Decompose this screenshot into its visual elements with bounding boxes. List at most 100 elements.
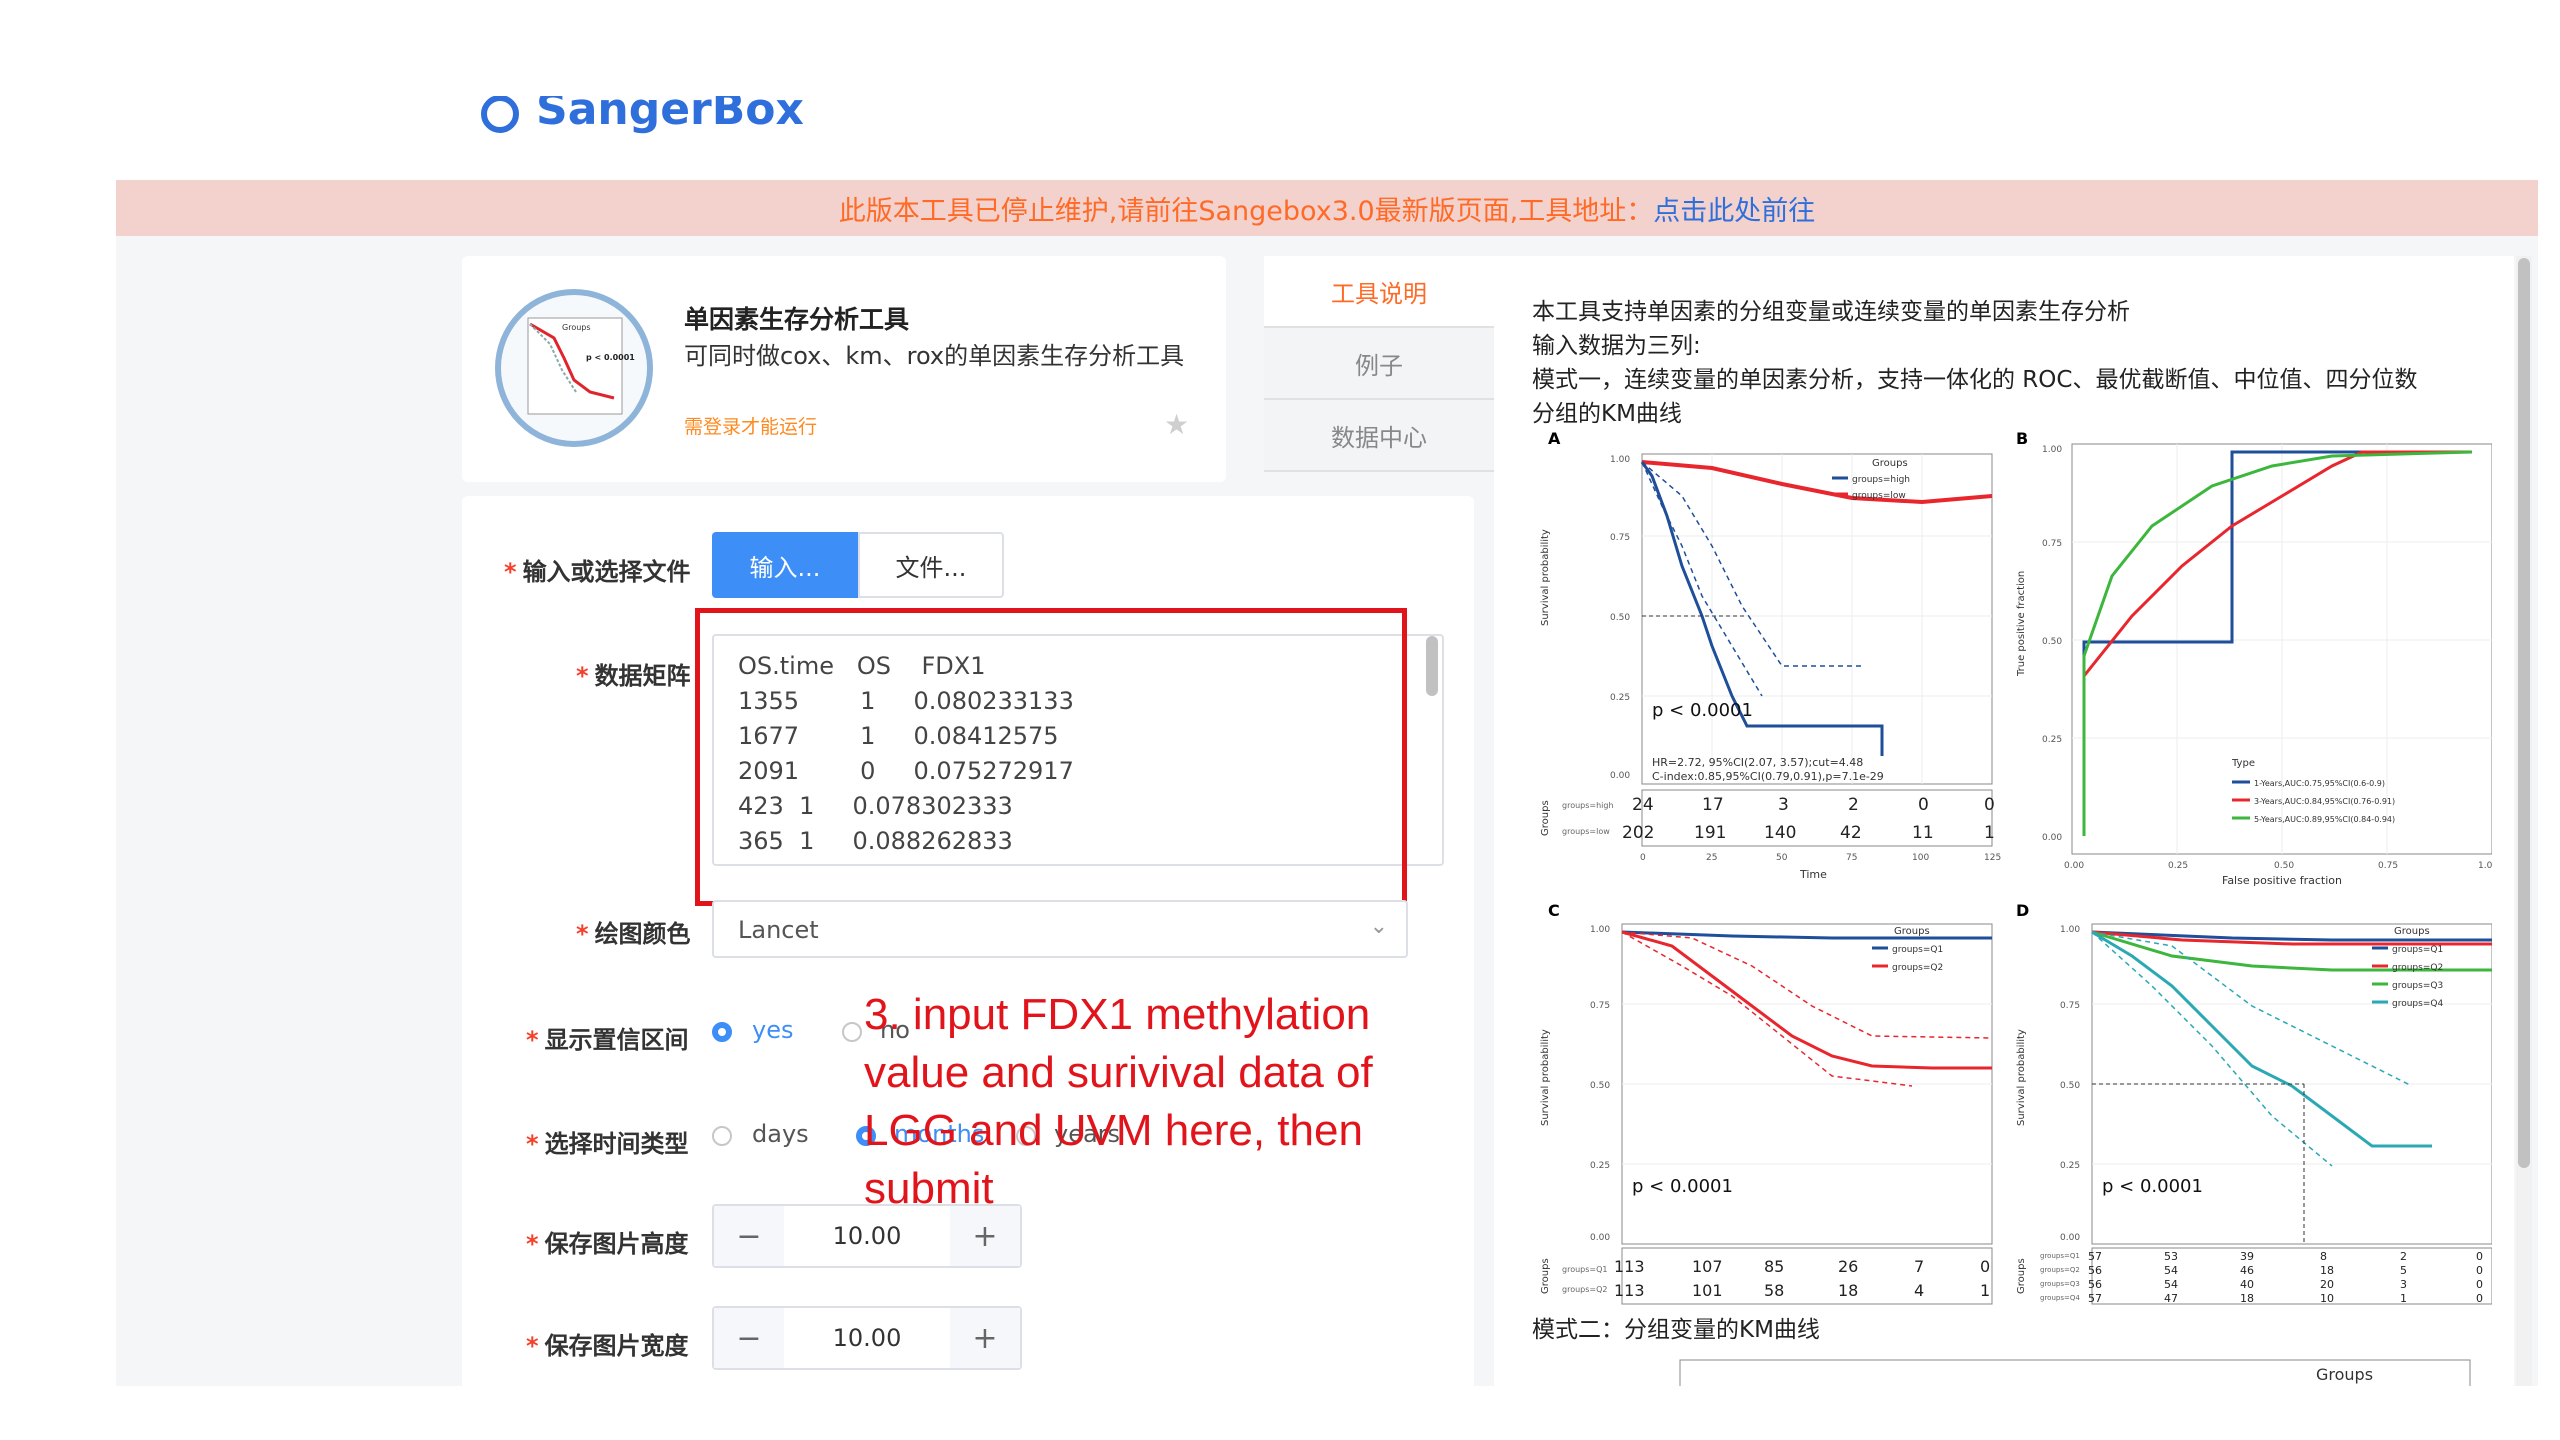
svg-text:groups=Q4: groups=Q4 — [2392, 999, 2443, 1009]
example-figure: A 1.00 0.75 0.50 0.25 0.00 p < 0.0001 HR… — [1540, 429, 2492, 1305]
description-line: 输入数据为三列: — [1532, 333, 1701, 359]
svg-text:0: 0 — [1918, 795, 1929, 815]
svg-text:0.00: 0.00 — [1590, 1233, 1610, 1243]
login-required-note[interactable]: 需登录才能运行 — [684, 416, 818, 438]
time-years-radio[interactable] — [1016, 1126, 1036, 1146]
svg-text:Groups: Groups — [2016, 1258, 2027, 1294]
plus-button[interactable]: + — [950, 1308, 1020, 1368]
minus-button[interactable]: − — [714, 1308, 784, 1368]
svg-text:3: 3 — [2400, 1278, 2407, 1291]
svg-text:p < 0.0001: p < 0.0001 — [586, 353, 635, 362]
svg-text:56: 56 — [2088, 1278, 2102, 1291]
confidence-interval-label: * 显示置信区间 — [526, 1026, 689, 1054]
panel-a: A 1.00 0.75 0.50 0.25 0.00 p < 0.0001 HR… — [1540, 429, 2001, 881]
svg-text:C-index:0.85,95%CI(0.79,0.91),: C-index:0.85,95%CI(0.79,0.91),p=7.1e-29 — [1652, 770, 1884, 783]
svg-text:0.50: 0.50 — [2274, 861, 2294, 871]
svg-text:Survival probability: Survival probability — [1540, 1029, 1551, 1126]
image-width-label: * 保存图片宽度 — [526, 1332, 689, 1360]
favorite-star-icon[interactable]: ★ — [1164, 408, 1190, 441]
svg-text:3-Years,AUC:0.84,95%CI(0.76-0.: 3-Years,AUC:0.84,95%CI(0.76-0.91) — [2254, 797, 2395, 806]
tab-example[interactable]: 例子 — [1264, 328, 1494, 400]
svg-text:B: B — [2016, 429, 2028, 448]
svg-text:0.75: 0.75 — [2378, 861, 2398, 871]
height-value[interactable]: 10.00 — [832, 1222, 902, 1250]
annotation-text: 3. input FDX1 methylation value and suri… — [864, 990, 1373, 1213]
tab-tool-description[interactable]: 工具说明 — [1264, 256, 1494, 328]
matrix-line: 423 1 0.078302333 — [738, 792, 1013, 820]
ci-no-label[interactable]: no — [880, 1016, 910, 1044]
image-width-stepper[interactable]: − 10.00 + — [712, 1306, 1022, 1370]
km-curve-q3 — [2091, 930, 2492, 972]
svg-text:0.00: 0.00 — [2042, 833, 2062, 843]
highlight-box — [695, 608, 1407, 906]
svg-text:D: D — [2016, 901, 2029, 920]
svg-text:groups=Q2: groups=Q2 — [2392, 963, 2443, 973]
roc-5year — [2082, 450, 2473, 836]
svg-text:Type: Type — [2231, 758, 2255, 769]
svg-text:7: 7 — [1914, 1257, 1924, 1276]
svg-text:Groups: Groups — [2316, 1365, 2373, 1384]
svg-text:0: 0 — [2476, 1264, 2483, 1277]
banner-text: 此版本工具已停止维护,请前往Sangebox3.0最新版页面,工具地址： 点击此… — [116, 180, 2538, 236]
km-curve-q1 — [2091, 930, 2492, 942]
file-button[interactable]: 文件... — [858, 532, 1004, 598]
time-years-label[interactable]: years — [1054, 1120, 1121, 1148]
svg-text:54: 54 — [2164, 1278, 2178, 1291]
time-months-radio[interactable] — [856, 1126, 876, 1146]
km-curve-q2 — [1621, 930, 1992, 1070]
svg-text:5: 5 — [2400, 1264, 2407, 1277]
svg-text:1.00: 1.00 — [1590, 925, 1610, 935]
svg-text:18: 18 — [2320, 1264, 2334, 1277]
svg-text:54: 54 — [2164, 1264, 2178, 1277]
tab-data-center[interactable]: 数据中心 — [1264, 400, 1494, 472]
ci-no-radio[interactable] — [842, 1022, 862, 1042]
svg-text:46: 46 — [2240, 1264, 2254, 1277]
minus-button[interactable]: − — [714, 1206, 784, 1266]
page-scrollbar-thumb[interactable] — [2518, 258, 2530, 1168]
svg-text:0.25: 0.25 — [2042, 735, 2062, 745]
svg-text:Survival probability: Survival probability — [2016, 1029, 2027, 1126]
svg-text:0: 0 — [2476, 1278, 2483, 1291]
svg-text:groups=Q1: groups=Q1 — [1892, 945, 1943, 955]
time-days-label[interactable]: days — [752, 1120, 809, 1148]
data-matrix-textarea[interactable]: OS.time OS FDX1 1355 1 0.080233133 1677 … — [712, 634, 1444, 866]
input-button[interactable]: 输入... — [712, 532, 858, 598]
svg-text:Groups: Groups — [1872, 458, 1908, 469]
svg-text:groups=Q1: groups=Q1 — [2392, 945, 2443, 955]
ci-yes-label[interactable]: yes — [752, 1016, 794, 1044]
tab-list: 工具说明 例子 数据中心 — [1264, 256, 1494, 472]
svg-text:Groups: Groups — [562, 323, 591, 332]
svg-text:1: 1 — [2400, 1292, 2407, 1305]
svg-text:0.25: 0.25 — [2168, 861, 2188, 871]
svg-text:53: 53 — [2164, 1250, 2178, 1263]
time-months-label[interactable]: months — [894, 1120, 985, 1148]
time-days-radio[interactable] — [712, 1126, 732, 1146]
plot-color-select[interactable]: Lancet ⌄ — [712, 900, 1408, 958]
svg-text:0.75: 0.75 — [1610, 533, 1630, 543]
required-mark: * — [504, 558, 517, 586]
plus-button[interactable]: + — [950, 1206, 1020, 1266]
svg-text:C: C — [1548, 901, 1560, 920]
svg-text:75: 75 — [1846, 853, 1857, 863]
maintenance-banner: 此版本工具已停止维护,请前往Sangebox3.0最新版页面,工具地址： 点击此… — [116, 180, 2538, 236]
panel-c: C 1.00 0.75 0.50 0.25 0.00 p < 0.0001 Gr… — [1540, 901, 1993, 1305]
svg-text:groups=Q1: groups=Q1 — [1562, 1265, 1608, 1274]
site-logo[interactable]: SangerBox — [478, 96, 818, 146]
matrix-line: 1355 1 0.080233133 — [738, 687, 1074, 715]
width-value[interactable]: 10.00 — [832, 1324, 902, 1352]
svg-text:0.25: 0.25 — [1590, 1161, 1610, 1171]
banner-link[interactable]: 点击此处前往 — [1653, 195, 1816, 227]
time-type-label: * 选择时间类型 — [526, 1130, 689, 1158]
textarea-scrollbar[interactable] — [1426, 636, 1438, 696]
svg-text:groups=Q2: groups=Q2 — [1562, 1285, 1608, 1294]
tool-subtitle: 可同时做cox、km、rox的单因素生存分析工具 — [684, 342, 1185, 370]
ci-yes-radio[interactable] — [712, 1022, 732, 1042]
svg-text:groups=low: groups=low — [1852, 491, 1906, 501]
description-line: 模式一，连续变量的单因素分析，支持一体化的 ROC、最优截断值、中位值、四分位数 — [1532, 367, 2418, 393]
image-height-stepper[interactable]: − 10.00 + — [712, 1204, 1022, 1268]
svg-text:0: 0 — [1980, 1257, 1990, 1276]
svg-text:groups=Q3: groups=Q3 — [2040, 1280, 2080, 1288]
svg-text:101: 101 — [1692, 1281, 1723, 1300]
svg-text:4: 4 — [1914, 1281, 1924, 1300]
svg-text:11: 11 — [1912, 823, 1934, 843]
